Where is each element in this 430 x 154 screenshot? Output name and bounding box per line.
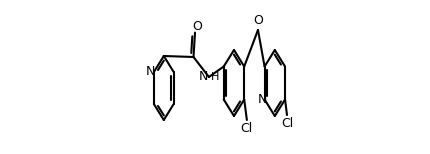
Text: N: N [199, 70, 208, 83]
Text: N: N [145, 65, 155, 79]
Text: Cl: Cl [241, 122, 253, 135]
Text: O: O [192, 20, 202, 33]
Text: O: O [253, 14, 263, 27]
Text: N: N [258, 93, 267, 106]
Text: Cl: Cl [282, 117, 294, 130]
Text: H: H [210, 72, 219, 82]
